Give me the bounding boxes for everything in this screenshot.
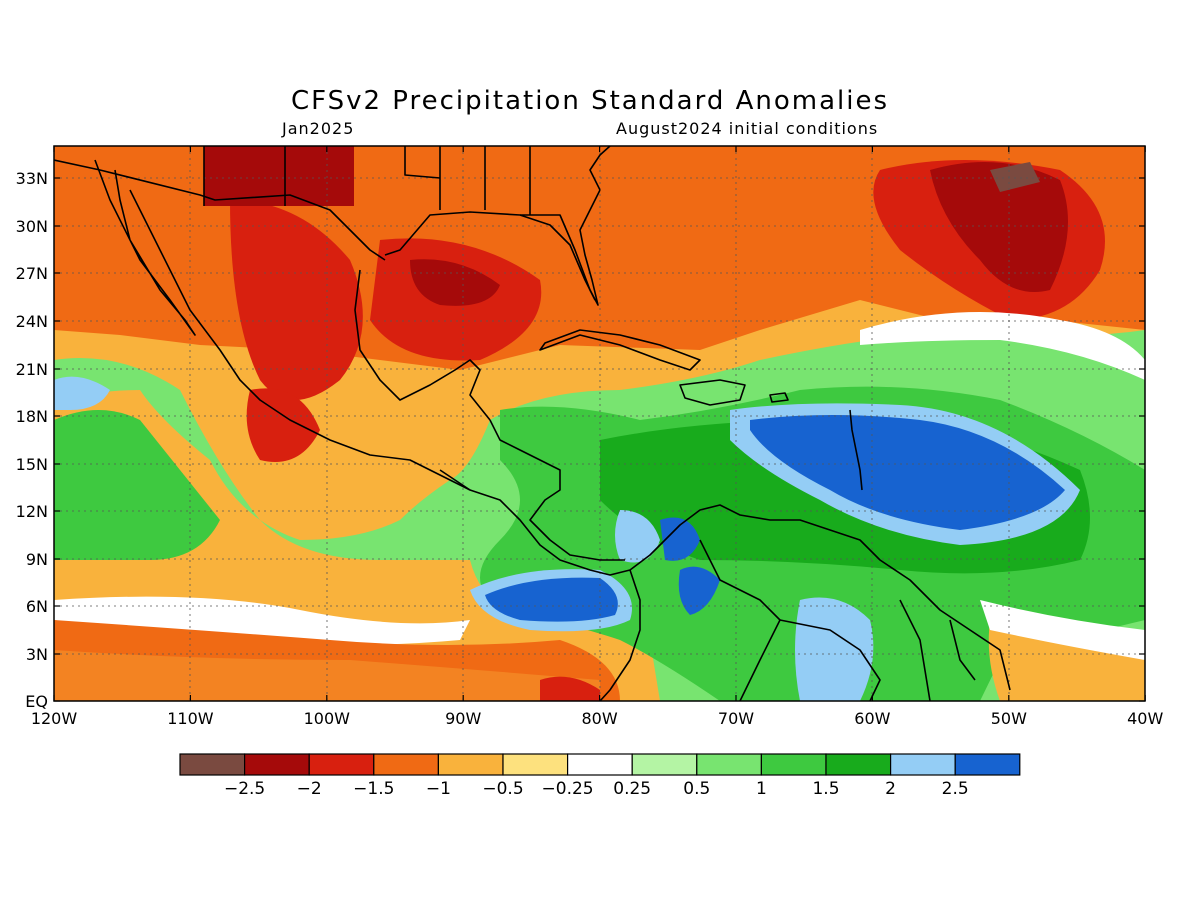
legend-swatch [889, 753, 956, 776]
legend-swatch [502, 753, 569, 776]
lat-tick-label: EQ [25, 692, 48, 711]
legend-label: 2 [885, 779, 896, 799]
lon-tick-label: 60W [854, 709, 890, 728]
lon-tick-label: 110W [167, 709, 214, 728]
lat-tick-label: 27N [16, 264, 48, 283]
anomaly-field [54, 146, 1145, 701]
legend-swatch [631, 753, 698, 776]
color-legend: −2.5 −2 −1.5 −1 −0.5 −0.25 0.25 0.5 1 1.5 2 2.5 [179, 753, 1021, 799]
legend-label: −0.5 [482, 779, 523, 799]
legend-swatch [244, 753, 310, 776]
map-title: CFSv2 Precipitation Standard Anomalies [290, 86, 890, 116]
lat-tick-label: 15N [16, 455, 48, 474]
legend-label: 0.25 [613, 779, 651, 799]
coastlines [54, 146, 1011, 701]
legend-swatch [437, 753, 504, 776]
legend-swatch [696, 753, 762, 776]
legend-swatch [308, 753, 375, 776]
lat-tick-label: 33N [16, 169, 48, 188]
legend-label: 2.5 [942, 779, 969, 799]
legend-label: −2.5 [224, 779, 265, 799]
legend-swatch [760, 753, 827, 776]
longitude-axis: 120W 110W 100W 90W 80W 70W 60W 50W 40W [31, 146, 1163, 728]
latitude-axis: 33N 30N 27N 24N 21N 18N 15N 12N 9N 6N 3N EQ [16, 169, 1145, 711]
lat-tick-label: 30N [16, 217, 48, 236]
legend-label: 1 [756, 779, 767, 799]
lon-tick-label: 80W [582, 709, 618, 728]
lat-tick-label: 3N [26, 645, 48, 664]
valid-month-label: Jan2025 [282, 119, 355, 138]
lat-tick-label: 21N [16, 360, 48, 379]
init-conditions-label: August2024 initial conditions [616, 119, 879, 138]
legend-swatch [825, 753, 892, 776]
legend-label: −1.5 [353, 779, 394, 799]
legend-swatch [566, 753, 633, 776]
lat-tick-label: 12N [16, 502, 48, 521]
lat-tick-label: 24N [16, 312, 48, 331]
lon-tick-label: 120W [31, 709, 78, 728]
legend-swatch [179, 753, 246, 776]
lat-tick-label: 6N [26, 597, 48, 616]
legend-label: −0.25 [542, 779, 594, 799]
lat-tick-label: 18N [16, 407, 48, 426]
lon-tick-label: 70W [718, 709, 754, 728]
legend-label: 1.5 [812, 779, 839, 799]
grid-lines [54, 146, 1145, 701]
legend-swatch [373, 753, 439, 776]
legend-swatch [954, 753, 1021, 776]
lon-tick-label: 50W [991, 709, 1027, 728]
lat-tick-label: 9N [26, 550, 48, 569]
legend-label: −2 [297, 779, 322, 799]
lon-tick-label: 100W [304, 709, 351, 728]
legend-label: 0.5 [683, 779, 710, 799]
legend-label: −1 [426, 779, 451, 799]
lon-tick-label: 90W [445, 709, 481, 728]
lon-tick-label: 40W [1127, 709, 1163, 728]
